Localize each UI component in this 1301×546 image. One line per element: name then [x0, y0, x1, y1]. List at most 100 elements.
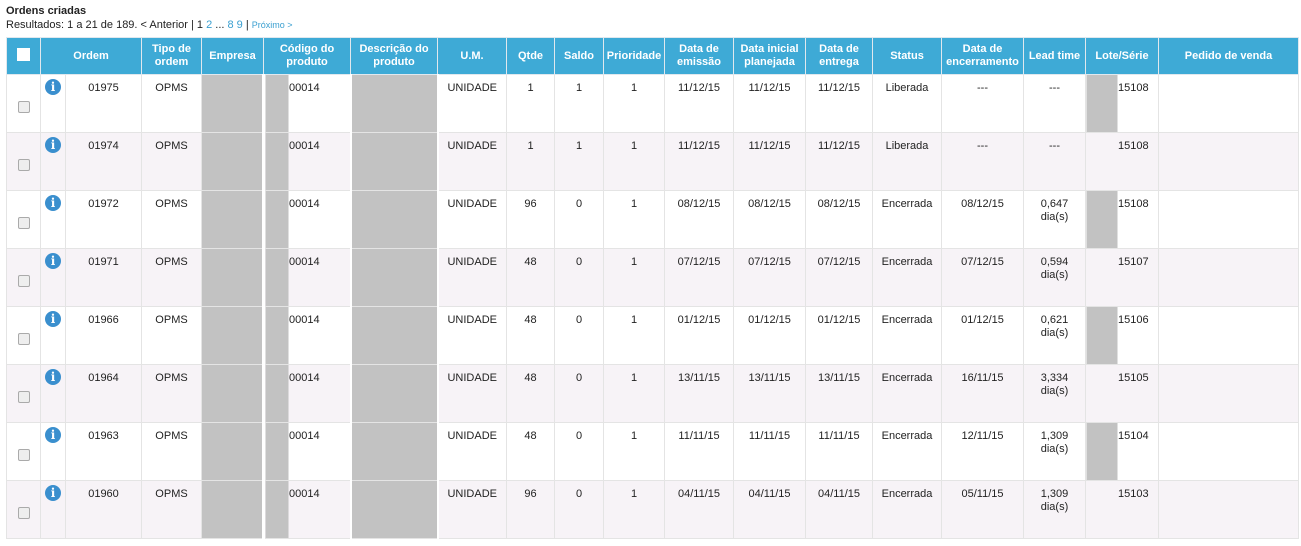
cell-prioridade: 1	[603, 480, 665, 539]
info-cell[interactable]: i	[40, 480, 66, 539]
column-header: Tipo de ordem	[141, 37, 202, 75]
cell-lote: 15108	[1085, 74, 1159, 133]
cell-pedido	[1158, 190, 1299, 249]
info-cell[interactable]: i	[40, 190, 66, 249]
cell-status: Encerrada	[872, 480, 942, 539]
redacted-cell	[201, 248, 265, 307]
row-select[interactable]	[6, 306, 41, 365]
row-select[interactable]	[6, 74, 41, 133]
cell-pedido	[1158, 74, 1299, 133]
lead-value: 0,594	[1040, 256, 1069, 268]
page-title: Ordens criadas	[6, 5, 87, 17]
table-row: i 01971 OPMS 00014 UNIDADE 48 0 1 07/12/15 07/12/…	[6, 248, 1299, 307]
info-icon[interactable]: i	[45, 311, 61, 327]
cell-emissao: 11/11/15	[664, 422, 734, 481]
info-icon[interactable]: i	[45, 195, 61, 211]
cell-encerramento: 16/11/15	[941, 364, 1024, 423]
row-select[interactable]	[6, 364, 41, 423]
info-icon[interactable]: i	[45, 79, 61, 95]
column-header: Descrição do produto	[350, 37, 438, 75]
row-checkbox[interactable]	[17, 100, 30, 113]
row-checkbox[interactable]	[17, 506, 30, 519]
cell-qtde: 96	[506, 480, 555, 539]
cell-saldo: 0	[554, 306, 604, 365]
cell-ordem: 01972	[65, 190, 142, 249]
row-select[interactable]	[6, 132, 41, 191]
cell-prioridade: 1	[603, 190, 665, 249]
info-icon[interactable]: i	[45, 369, 61, 385]
info-icon[interactable]: i	[45, 427, 61, 443]
cell-lote: 15108	[1085, 190, 1159, 249]
row-checkbox[interactable]	[17, 216, 30, 229]
info-icon[interactable]: i	[45, 485, 61, 501]
row-select[interactable]	[6, 422, 41, 481]
info-cell[interactable]: i	[40, 74, 66, 133]
lead-value: 1,309	[1040, 430, 1069, 442]
lead-value: 1,309	[1040, 488, 1069, 500]
table-row: i 01966 OPMS 00014 UNIDADE 48 0 1 01/12/15 01/12/…	[6, 306, 1299, 365]
cell-um: UNIDADE	[437, 132, 507, 191]
cell-codigo: 00014	[263, 74, 351, 133]
table-row: i 01975 OPMS 00014 UNIDADE 1 1 1 11/12/15 11/12/1…	[6, 74, 1299, 133]
cell-tipo: OPMS	[141, 132, 202, 191]
cell-entrega: 08/12/15	[805, 190, 873, 249]
row-select[interactable]	[6, 480, 41, 539]
row-checkbox[interactable]	[17, 448, 30, 461]
redacted-cell	[349, 74, 439, 133]
table-row: i 01964 OPMS 00014 UNIDADE 48 0 1 13/11/15 13/11/…	[6, 364, 1299, 423]
row-select[interactable]	[6, 248, 41, 307]
cell-inicial: 04/11/15	[733, 480, 806, 539]
row-checkbox[interactable]	[17, 158, 30, 171]
cell-ordem: 01960	[65, 480, 142, 539]
cell-inicial: 11/12/15	[733, 132, 806, 191]
cell-entrega: 11/12/15	[805, 132, 873, 191]
cell-um: UNIDADE	[437, 74, 507, 133]
info-cell[interactable]: i	[40, 132, 66, 191]
next-page-link[interactable]: Próximo >	[251, 20, 293, 30]
redacted-cell	[201, 364, 265, 423]
column-header: Data de encerramento	[941, 37, 1024, 75]
cell-um: UNIDADE	[437, 248, 507, 307]
cell-qtde: 48	[506, 422, 555, 481]
cell-codigo: 00014	[263, 364, 351, 423]
lead-value: ---	[1049, 140, 1060, 152]
cell-emissao: 08/12/15	[664, 190, 734, 249]
cell-saldo: 1	[554, 74, 604, 133]
cell-ordem: 01966	[65, 306, 142, 365]
column-header: Pedido de venda	[1158, 37, 1299, 75]
cell-inicial: 11/12/15	[733, 74, 806, 133]
info-cell[interactable]: i	[40, 248, 66, 307]
cell-ordem: 01971	[65, 248, 142, 307]
row-checkbox[interactable]	[17, 390, 30, 403]
column-header: Data inicial planejada	[733, 37, 806, 75]
lead-value: 0,647	[1040, 198, 1069, 210]
cell-lote: 15107	[1085, 248, 1159, 307]
info-icon[interactable]: i	[45, 253, 61, 269]
cell-inicial: 08/12/15	[733, 190, 806, 249]
cell-lote: 15104	[1085, 422, 1159, 481]
info-cell[interactable]: i	[40, 306, 66, 365]
cell-emissao: 04/11/15	[664, 480, 734, 539]
row-checkbox[interactable]	[17, 274, 30, 287]
table-row: i 01974 OPMS 00014 UNIDADE 1 1 1 11/12/15 11/12/1…	[6, 132, 1299, 191]
column-header: Empresa	[201, 37, 264, 75]
row-checkbox[interactable]	[17, 332, 30, 345]
cell-pedido	[1158, 480, 1299, 539]
lead-unit: dia(s)	[1040, 327, 1069, 339]
cell-prioridade: 1	[603, 74, 665, 133]
table-row: i 01960 OPMS 00014 UNIDADE 96 0 1 04/11/15 04/11/…	[6, 480, 1299, 539]
cell-lead: 3,334 dia(s)	[1023, 364, 1086, 423]
column-header: Status	[872, 37, 942, 75]
select-all-header[interactable]	[6, 37, 41, 75]
select-all-checkbox[interactable]	[17, 47, 30, 61]
cell-tipo: OPMS	[141, 306, 202, 365]
info-icon[interactable]: i	[45, 137, 61, 153]
page-2-link[interactable]: 2	[206, 19, 213, 31]
row-select[interactable]	[6, 190, 41, 249]
cell-inicial: 13/11/15	[733, 364, 806, 423]
column-header: U.M.	[437, 37, 507, 75]
page-8-link[interactable]: 8	[227, 19, 234, 31]
info-cell[interactable]: i	[40, 422, 66, 481]
page-9-link[interactable]: 9	[236, 19, 243, 31]
info-cell[interactable]: i	[40, 364, 66, 423]
